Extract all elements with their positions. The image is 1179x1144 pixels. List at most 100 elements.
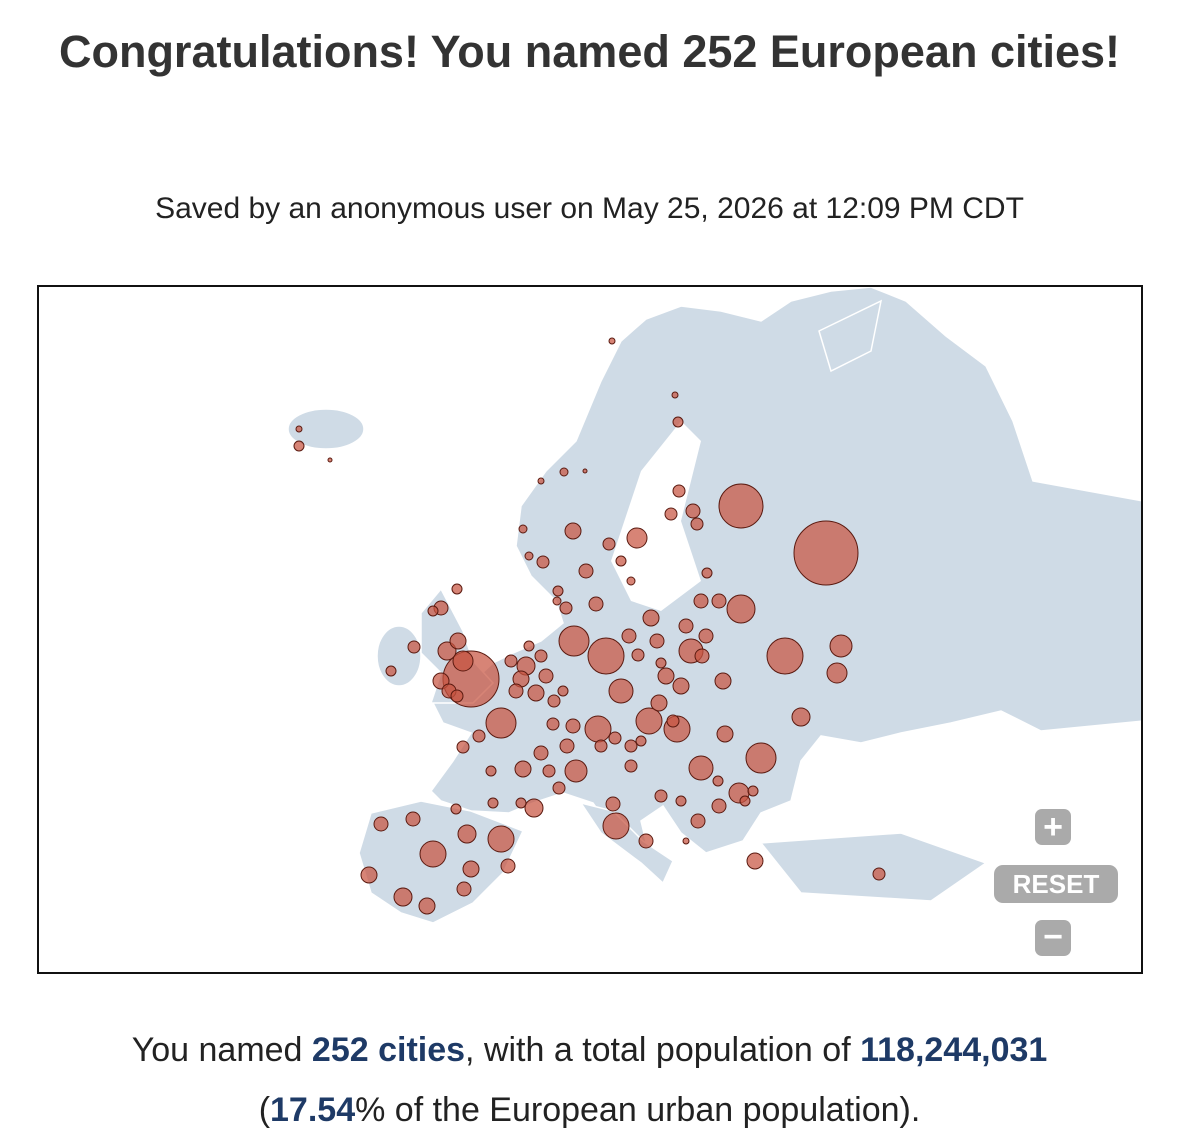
city-marker <box>766 637 804 675</box>
city-marker <box>564 522 582 540</box>
city-marker <box>405 811 421 827</box>
city-marker <box>678 618 694 634</box>
zoom-in-button[interactable]: + <box>1035 809 1071 845</box>
city-marker <box>538 668 554 684</box>
city-marker <box>672 484 686 498</box>
city-marker <box>716 725 734 743</box>
reset-button[interactable]: RESET <box>994 865 1118 903</box>
city-marker <box>666 714 680 728</box>
city-marker <box>587 637 625 675</box>
title: Congratulations! You named 252 European … <box>58 26 1121 77</box>
city-marker <box>872 867 886 881</box>
city-marker <box>688 755 714 781</box>
city-marker <box>747 785 759 797</box>
city-marker <box>642 609 660 627</box>
city-marker <box>594 739 608 753</box>
city-marker <box>500 858 516 874</box>
city-marker <box>462 860 480 878</box>
zoom-out-button[interactable]: − <box>1035 920 1071 956</box>
percent: 17.54 <box>270 1091 356 1129</box>
summary-text: You named <box>131 1031 312 1069</box>
city-marker <box>649 633 665 649</box>
city-marker <box>793 520 859 586</box>
city-marker <box>293 440 305 452</box>
city-marker <box>584 715 612 743</box>
city-marker <box>437 641 457 661</box>
city-marker <box>418 897 436 915</box>
city-marker <box>671 391 679 399</box>
city-marker <box>739 795 751 807</box>
city-marker <box>711 798 727 814</box>
city-marker <box>504 654 518 668</box>
city-marker <box>626 527 648 549</box>
city-marker <box>602 537 616 551</box>
city-marker <box>508 683 524 699</box>
city-marker <box>655 657 667 669</box>
city-marker <box>682 837 690 845</box>
city-marker <box>327 457 333 463</box>
city-marker <box>523 640 535 652</box>
city-marker <box>552 585 564 597</box>
city-marker <box>690 813 706 829</box>
city-marker <box>373 816 389 832</box>
city-marker <box>559 601 573 615</box>
city-marker <box>626 576 636 586</box>
city-marker <box>536 555 550 569</box>
city-marker <box>690 517 704 531</box>
city-marker <box>542 764 556 778</box>
city-marker <box>712 775 724 787</box>
city-marker <box>615 555 627 567</box>
city-marker <box>524 551 534 561</box>
city-marker <box>449 632 467 650</box>
city-marker <box>650 694 668 712</box>
city-marker <box>419 840 447 868</box>
city-marker <box>635 735 647 747</box>
city-marker <box>295 425 303 433</box>
city-marker <box>518 524 528 534</box>
city-marker <box>745 742 777 774</box>
city-marker <box>624 739 638 753</box>
city-marker <box>515 797 527 809</box>
city-marker <box>624 759 638 773</box>
city-marker <box>456 881 472 897</box>
city-marker <box>698 628 714 644</box>
city-marker <box>533 745 549 761</box>
city-marker <box>675 795 687 807</box>
city-marker <box>452 650 474 672</box>
city-marker <box>602 812 630 840</box>
map[interactable]: + RESET − <box>37 285 1143 974</box>
city-marker <box>456 740 470 754</box>
city-marker <box>564 759 588 783</box>
baltic-sea <box>611 421 701 611</box>
city-marker <box>638 833 654 849</box>
city-marker <box>487 797 499 809</box>
city-marker <box>714 672 732 690</box>
city-marker <box>485 707 517 739</box>
city-marker <box>608 731 622 745</box>
city-marker <box>393 887 413 907</box>
city-marker <box>558 625 590 657</box>
city-count: 252 cities <box>311 1031 466 1069</box>
city-marker <box>672 677 690 695</box>
city-marker <box>608 678 634 704</box>
city-marker <box>693 593 709 609</box>
city-marker <box>450 689 464 703</box>
city-marker <box>557 685 569 697</box>
city-marker <box>534 649 548 663</box>
city-marker <box>487 825 515 853</box>
city-marker <box>407 640 421 654</box>
city-marker <box>527 684 545 702</box>
city-marker <box>559 738 575 754</box>
city-marker <box>826 662 848 684</box>
city-marker <box>537 477 545 485</box>
city-marker <box>664 507 678 521</box>
summary-text: ( <box>258 1091 271 1129</box>
city-marker <box>657 667 675 685</box>
city-marker <box>450 803 462 815</box>
city-marker <box>472 729 486 743</box>
city-marker <box>582 468 588 474</box>
city-marker <box>588 596 604 612</box>
city-marker <box>654 789 668 803</box>
city-marker <box>546 717 560 731</box>
